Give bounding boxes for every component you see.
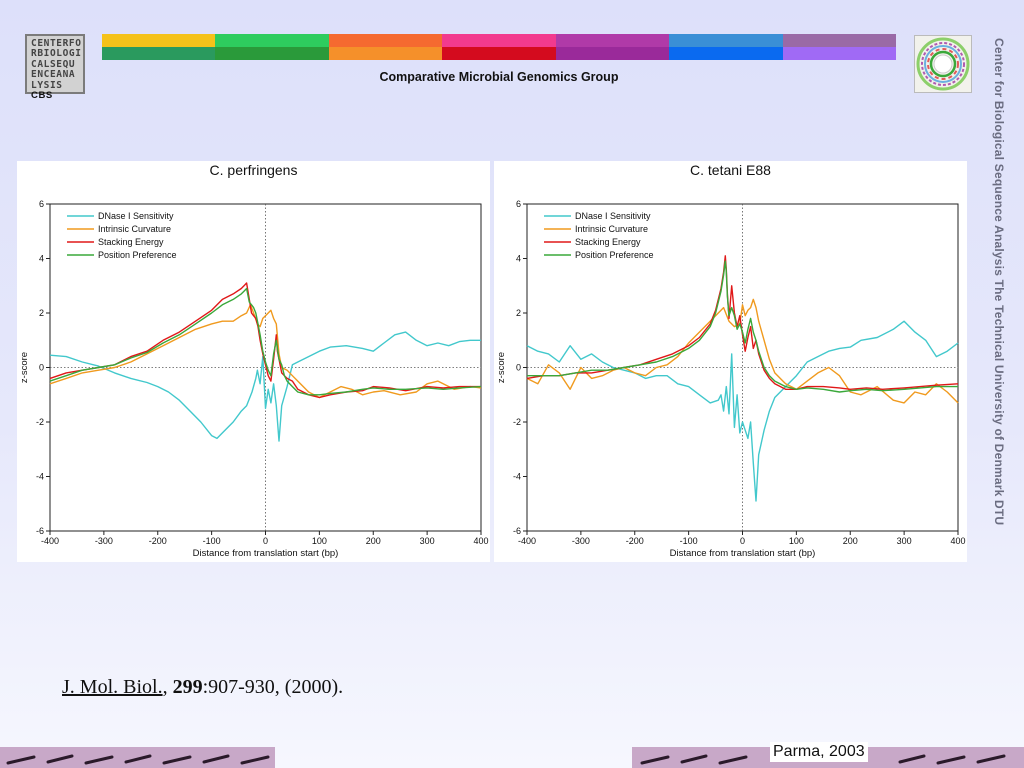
series-line bbox=[526, 298, 959, 404]
legend-label: Stacking Energy bbox=[98, 237, 164, 247]
x-tick-label: 0 bbox=[740, 536, 745, 546]
series-line bbox=[526, 320, 959, 502]
y-tick-label: 2 bbox=[516, 308, 521, 318]
footer-stripe-left bbox=[0, 747, 275, 768]
x-axis-label: Distance from translation start (bp) bbox=[193, 548, 339, 559]
footer-label: Parma, 2003 bbox=[770, 742, 868, 762]
color-bar-cell bbox=[555, 34, 670, 47]
footer-pattern-left bbox=[6, 754, 270, 765]
legend-label: DNase I Sensitivity bbox=[575, 211, 651, 221]
x-tick-label: 100 bbox=[789, 536, 804, 546]
x-tick-label: -400 bbox=[41, 536, 59, 546]
genome-ring-icon bbox=[916, 37, 970, 91]
x-tick-label: -100 bbox=[680, 536, 698, 546]
y-tick-label: -6 bbox=[513, 526, 521, 536]
x-axis-label: Distance from translation start (bp) bbox=[670, 548, 816, 559]
color-bar-cell bbox=[442, 47, 556, 60]
citation-comma: , bbox=[162, 676, 173, 698]
cbs-logo-line: RBIOLOGI bbox=[31, 48, 82, 60]
cbs-logo-line: CENTERFO bbox=[31, 38, 82, 49]
group-title: Comparative Microbial Genomics Group bbox=[379, 70, 619, 84]
color-bar-cell bbox=[782, 34, 896, 47]
x-tick-label: 300 bbox=[420, 536, 435, 546]
cbs-logo: CENTERFO RBIOLOGI CALSEQU ENCEANA LYSIS … bbox=[25, 34, 85, 101]
x-tick-label: -100 bbox=[203, 536, 221, 546]
y-axis-label: z-score bbox=[496, 352, 507, 383]
series-line bbox=[49, 287, 482, 396]
y-tick-label: -6 bbox=[36, 526, 44, 536]
x-tick-label: -300 bbox=[95, 536, 113, 546]
y-tick-label: -4 bbox=[513, 472, 521, 482]
y-tick-label: 4 bbox=[39, 254, 44, 264]
y-tick-label: 0 bbox=[39, 363, 44, 373]
y-tick-label: -4 bbox=[36, 472, 44, 482]
color-bar-cell bbox=[555, 47, 670, 60]
x-tick-label: -200 bbox=[626, 536, 644, 546]
color-bar-bottom-row bbox=[102, 47, 896, 60]
legend-label: Intrinsic Curvature bbox=[575, 224, 648, 234]
chart-svg: C. tetani E88 -400 -300 -200 -100 0 100 200 300 4… bbox=[496, 162, 966, 559]
x-tick-label: 300 bbox=[897, 536, 912, 546]
y-tick-label: -2 bbox=[513, 417, 521, 427]
color-bar-cell bbox=[215, 47, 329, 60]
header-color-bar bbox=[102, 34, 896, 60]
y-tick-label: 2 bbox=[39, 308, 44, 318]
chart-title: C. perfringens bbox=[210, 162, 298, 178]
color-bar-cell bbox=[442, 34, 556, 47]
chart-c-perfringens: C. perfringens -400 -300 -200 -100 0 100 200 300… bbox=[17, 161, 490, 562]
citation-volume: 299 bbox=[172, 676, 203, 698]
x-tick-label: 400 bbox=[473, 536, 488, 546]
x-tick-label: 0 bbox=[263, 536, 268, 546]
cbs-logo-line: CALSEQU bbox=[31, 58, 76, 70]
legend-label: Intrinsic Curvature bbox=[98, 224, 171, 234]
y-tick-label: 6 bbox=[39, 199, 44, 209]
color-bar-cell bbox=[669, 34, 783, 47]
color-bar-top-row bbox=[102, 34, 896, 47]
legend-label: Position Preference bbox=[98, 250, 177, 260]
color-bar-cell bbox=[669, 47, 783, 60]
y-tick-label: 4 bbox=[516, 254, 521, 264]
series-line bbox=[49, 304, 482, 399]
x-tick-label: 400 bbox=[950, 536, 965, 546]
sidebar-institution-text: Center for Biological Sequence Analysis … bbox=[992, 38, 1006, 526]
y-tick-label: 0 bbox=[516, 363, 521, 373]
legend-label: Stacking Energy bbox=[575, 237, 641, 247]
x-tick-label: 200 bbox=[366, 536, 381, 546]
citation-journal-link[interactable]: J. Mol. Biol. bbox=[62, 676, 163, 698]
citation: J. Mol. Biol., 299:907-930, (2000). bbox=[62, 676, 343, 699]
x-tick-label: -300 bbox=[572, 536, 590, 546]
color-bar-cell bbox=[328, 34, 443, 47]
color-bar-cell bbox=[328, 47, 443, 60]
citation-pages: :907-930, (2000). bbox=[202, 676, 344, 698]
chart-title: C. tetani E88 bbox=[690, 162, 771, 178]
legend-label: DNase I Sensitivity bbox=[98, 211, 174, 221]
x-tick-label: 200 bbox=[843, 536, 858, 546]
series-line bbox=[526, 255, 959, 391]
genome-ring-logo bbox=[914, 35, 972, 93]
x-tick-label: -200 bbox=[149, 536, 167, 546]
series-line bbox=[527, 260, 958, 393]
color-bar-cell bbox=[215, 34, 329, 47]
y-tick-label: 6 bbox=[516, 199, 521, 209]
color-bar-cell bbox=[102, 47, 216, 60]
x-tick-label: 100 bbox=[312, 536, 327, 546]
y-axis-label: z-score bbox=[19, 352, 30, 383]
x-tick-label: -400 bbox=[518, 536, 536, 546]
cbs-logo-line: LYSIS CBS bbox=[31, 79, 63, 102]
series-line bbox=[49, 331, 481, 442]
chart-c-tetani: C. tetani E88 -400 -300 -200 -100 0 100 200 300 4… bbox=[494, 161, 967, 562]
y-tick-label: -2 bbox=[36, 417, 44, 427]
cbs-logo-line: ENCEANA bbox=[31, 69, 76, 81]
footer-pattern-right bbox=[640, 754, 1006, 765]
color-bar-cell bbox=[782, 47, 896, 60]
color-bar-cell bbox=[102, 34, 216, 47]
chart-svg: C. perfringens -400 -300 -200 -100 0 100 200 300… bbox=[19, 162, 489, 559]
legend-label: Position Preference bbox=[575, 250, 654, 260]
